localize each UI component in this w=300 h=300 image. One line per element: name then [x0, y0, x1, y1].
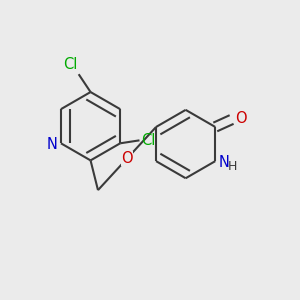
Text: Cl: Cl [141, 133, 155, 148]
Text: N: N [218, 155, 229, 170]
Text: N: N [46, 137, 57, 152]
Text: Cl: Cl [63, 57, 77, 72]
Text: O: O [121, 151, 133, 166]
Text: H: H [228, 160, 237, 173]
Text: O: O [235, 110, 247, 125]
